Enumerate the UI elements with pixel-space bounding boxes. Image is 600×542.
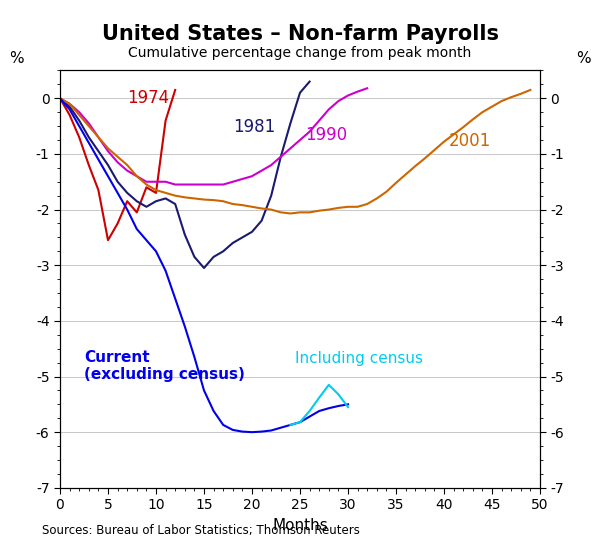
Text: 1990: 1990 [305, 126, 347, 144]
X-axis label: Months: Months [272, 518, 328, 533]
Text: Current
(excluding census): Current (excluding census) [84, 350, 245, 382]
Text: Sources: Bureau of Labor Statistics; Thomson Reuters: Sources: Bureau of Labor Statistics; Tho… [42, 524, 360, 537]
Text: %: % [576, 51, 590, 66]
Text: Cumulative percentage change from peak month: Cumulative percentage change from peak m… [128, 46, 472, 60]
Text: 2001: 2001 [449, 132, 491, 150]
Text: Including census: Including census [295, 351, 423, 366]
Text: 1974: 1974 [127, 89, 169, 107]
Text: United States – Non-farm Payrolls: United States – Non-farm Payrolls [101, 24, 499, 44]
Text: 1981: 1981 [233, 118, 275, 136]
Text: %: % [10, 51, 24, 66]
